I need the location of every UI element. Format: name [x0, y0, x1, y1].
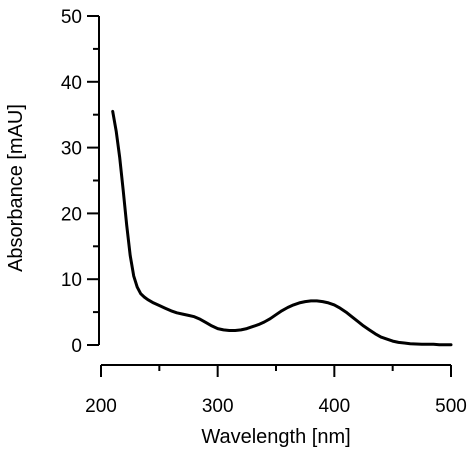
x-tick-label: 300: [202, 396, 234, 417]
absorbance-series-line: [111, 109, 453, 347]
y-tick-label: 50: [61, 7, 82, 28]
x-tick-label: 500: [435, 396, 467, 417]
x-axis-title: Wavelength [nm]: [201, 426, 350, 448]
x-tick-label: 400: [318, 396, 350, 417]
tick-labels: 0 10 20 30 40 50 200 300 400 500: [61, 7, 467, 417]
y-tick-label: 10: [61, 270, 82, 291]
x-tick-label: 200: [85, 396, 117, 417]
y-tick-label: 0: [71, 336, 82, 357]
ticks: [87, 15, 452, 377]
y-tick-label: 40: [61, 73, 82, 94]
plot-area: [111, 109, 453, 347]
axes: [98, 16, 451, 366]
y-tick-label: 20: [61, 204, 82, 225]
y-axis-title: Absorbance [mAU]: [5, 104, 27, 272]
y-tick-label: 30: [61, 139, 82, 160]
